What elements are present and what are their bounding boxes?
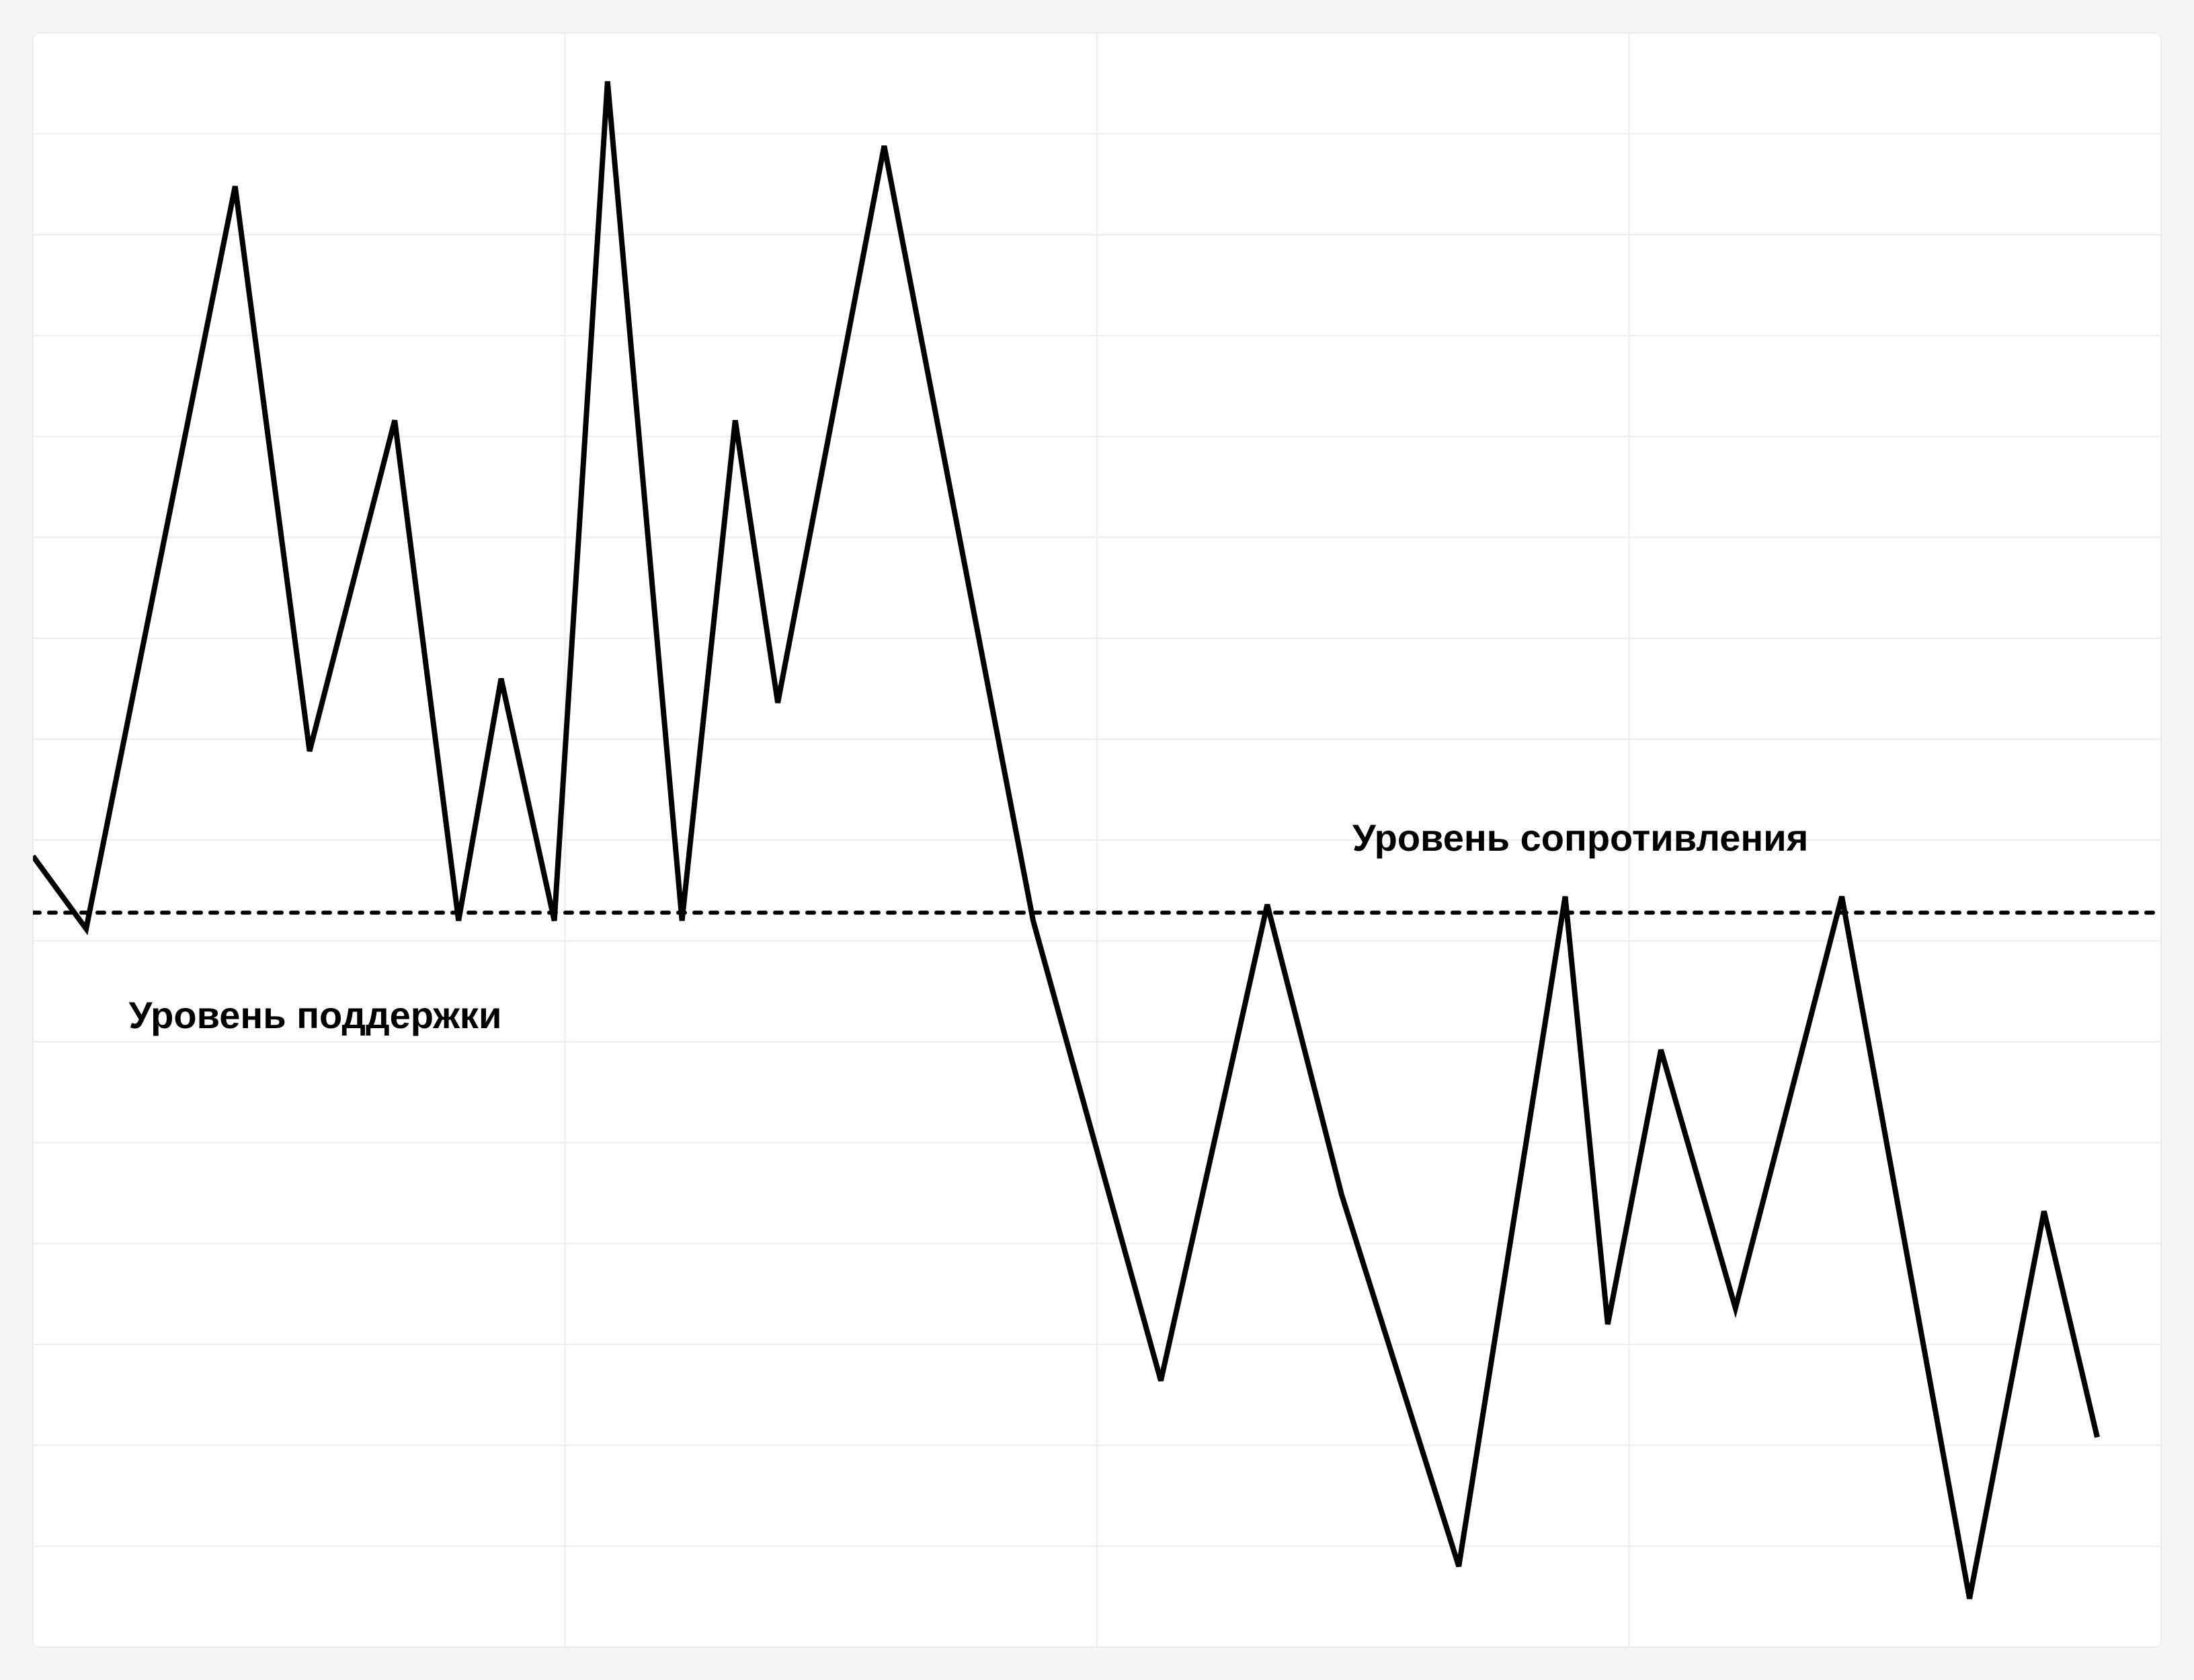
resistance-level-label: Уровень сопротивления: [1352, 816, 1808, 859]
support-resistance-chart: Уровень поддержки Уровень сопротивления: [32, 32, 2162, 1648]
grid-group: [33, 33, 2161, 1647]
chart-svg: [33, 33, 2161, 1647]
support-level-label: Уровень поддержки: [128, 993, 501, 1037]
